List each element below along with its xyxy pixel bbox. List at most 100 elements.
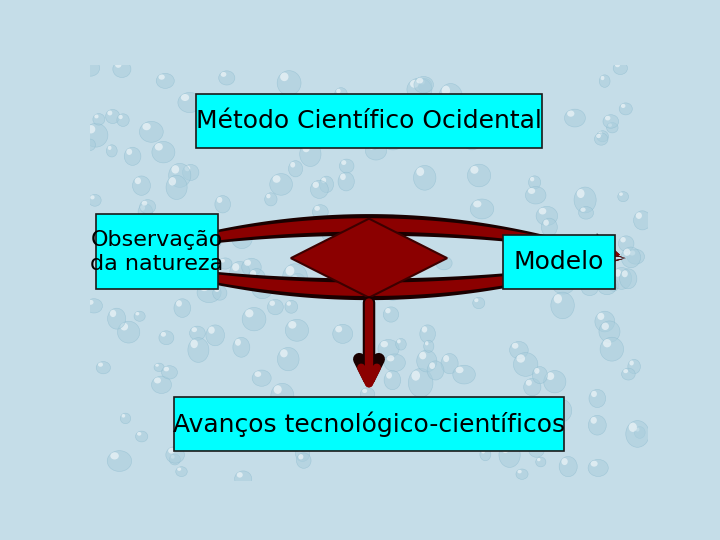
Ellipse shape xyxy=(528,188,535,194)
Ellipse shape xyxy=(333,325,353,343)
Ellipse shape xyxy=(282,264,307,292)
Ellipse shape xyxy=(252,370,271,386)
Ellipse shape xyxy=(120,413,131,424)
Ellipse shape xyxy=(528,441,544,457)
Ellipse shape xyxy=(338,216,343,222)
Ellipse shape xyxy=(629,360,634,366)
Polygon shape xyxy=(118,247,150,283)
Ellipse shape xyxy=(384,131,392,138)
Ellipse shape xyxy=(84,61,90,67)
Ellipse shape xyxy=(606,123,618,133)
Ellipse shape xyxy=(541,218,557,237)
Ellipse shape xyxy=(598,313,604,320)
Ellipse shape xyxy=(552,274,575,294)
Polygon shape xyxy=(112,216,626,258)
Ellipse shape xyxy=(546,372,554,380)
Polygon shape xyxy=(118,249,149,281)
Ellipse shape xyxy=(613,62,628,75)
Ellipse shape xyxy=(352,240,372,258)
Ellipse shape xyxy=(481,449,485,454)
Ellipse shape xyxy=(526,254,543,273)
Ellipse shape xyxy=(588,415,606,435)
Ellipse shape xyxy=(86,299,102,313)
Ellipse shape xyxy=(218,258,232,269)
Ellipse shape xyxy=(176,300,182,307)
Ellipse shape xyxy=(416,78,423,84)
Ellipse shape xyxy=(217,104,238,122)
Ellipse shape xyxy=(543,421,561,437)
Ellipse shape xyxy=(438,84,462,111)
Ellipse shape xyxy=(107,111,112,116)
Ellipse shape xyxy=(265,193,277,206)
Ellipse shape xyxy=(297,453,311,468)
Polygon shape xyxy=(112,214,626,258)
Ellipse shape xyxy=(321,178,326,183)
Ellipse shape xyxy=(600,338,624,361)
Text: Modelo: Modelo xyxy=(513,251,604,274)
Ellipse shape xyxy=(189,326,205,340)
Ellipse shape xyxy=(161,332,166,337)
Ellipse shape xyxy=(233,338,250,357)
Ellipse shape xyxy=(618,236,634,251)
Ellipse shape xyxy=(416,167,424,176)
Ellipse shape xyxy=(539,422,557,445)
Ellipse shape xyxy=(541,424,547,432)
Ellipse shape xyxy=(407,78,432,101)
Ellipse shape xyxy=(287,301,291,306)
Ellipse shape xyxy=(159,331,174,345)
Ellipse shape xyxy=(599,321,620,342)
Ellipse shape xyxy=(456,367,464,373)
Ellipse shape xyxy=(368,136,374,141)
Ellipse shape xyxy=(210,235,215,240)
Ellipse shape xyxy=(397,339,401,343)
Ellipse shape xyxy=(420,325,436,343)
Ellipse shape xyxy=(619,103,632,115)
Ellipse shape xyxy=(208,327,215,334)
Ellipse shape xyxy=(381,341,388,347)
Ellipse shape xyxy=(624,248,631,256)
Ellipse shape xyxy=(465,133,472,140)
Ellipse shape xyxy=(339,159,354,173)
Ellipse shape xyxy=(113,60,131,78)
Ellipse shape xyxy=(176,467,187,477)
Ellipse shape xyxy=(335,87,347,101)
Ellipse shape xyxy=(626,421,649,447)
Ellipse shape xyxy=(531,442,536,448)
Ellipse shape xyxy=(577,189,585,198)
Polygon shape xyxy=(589,235,620,268)
Ellipse shape xyxy=(368,143,375,150)
Ellipse shape xyxy=(470,199,494,219)
Ellipse shape xyxy=(554,408,557,411)
Ellipse shape xyxy=(621,368,635,380)
Ellipse shape xyxy=(245,309,253,318)
Ellipse shape xyxy=(300,410,307,416)
Ellipse shape xyxy=(453,365,475,384)
Ellipse shape xyxy=(230,261,250,284)
Ellipse shape xyxy=(629,251,635,255)
Ellipse shape xyxy=(312,205,328,219)
Ellipse shape xyxy=(456,280,470,293)
Ellipse shape xyxy=(110,452,119,460)
Ellipse shape xyxy=(166,176,187,199)
Ellipse shape xyxy=(596,134,601,138)
Ellipse shape xyxy=(250,99,263,113)
Ellipse shape xyxy=(237,472,243,478)
Ellipse shape xyxy=(106,110,120,124)
Ellipse shape xyxy=(357,278,368,287)
Ellipse shape xyxy=(417,350,437,372)
Ellipse shape xyxy=(204,239,217,253)
Ellipse shape xyxy=(621,247,641,268)
Ellipse shape xyxy=(441,354,458,374)
Ellipse shape xyxy=(90,195,94,199)
Ellipse shape xyxy=(551,292,575,319)
Ellipse shape xyxy=(394,100,413,118)
Ellipse shape xyxy=(85,139,96,151)
Ellipse shape xyxy=(420,80,425,84)
Ellipse shape xyxy=(634,211,651,230)
Ellipse shape xyxy=(184,166,190,171)
Ellipse shape xyxy=(595,311,615,332)
Ellipse shape xyxy=(513,111,520,119)
Ellipse shape xyxy=(542,417,556,430)
Ellipse shape xyxy=(598,278,616,295)
Ellipse shape xyxy=(191,340,198,348)
